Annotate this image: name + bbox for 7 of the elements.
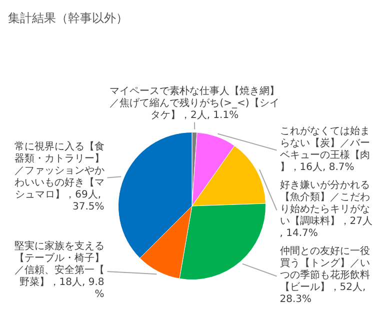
chart-title: 集計結果（幹事以外） (8, 10, 129, 27)
slice-label: 仲間との友好に一役買う【トング】／いつの季節も花形飲料【ビール】，52人, 28.3% (280, 246, 370, 305)
slice-label: マイペースで素朴な仕事人【焼き網】／焦げて縮んで残りがち(>_<)【シイタケ】，2人, 1.1% (110, 84, 280, 121)
slice-label: 堅実に家族を支える【テーブル・椅子】／信頼、安全第一【野菜】，18人, 9.8% (14, 240, 104, 300)
slice-label: これがなくては始まらない【炭】／バーベキューの王様【肉】，16人, 8.7% (280, 126, 370, 173)
slice-label: 好き嫌いが分かれる【魚介類】／こだわり始めたらキリがない【調味料】，27人, 14.7% (280, 178, 372, 239)
slice-label: 常に視界に入る【食器類・カトラリー】／ファッションやかわいいもの好き【マシュマロ】，69人, 37.5% (14, 140, 104, 212)
